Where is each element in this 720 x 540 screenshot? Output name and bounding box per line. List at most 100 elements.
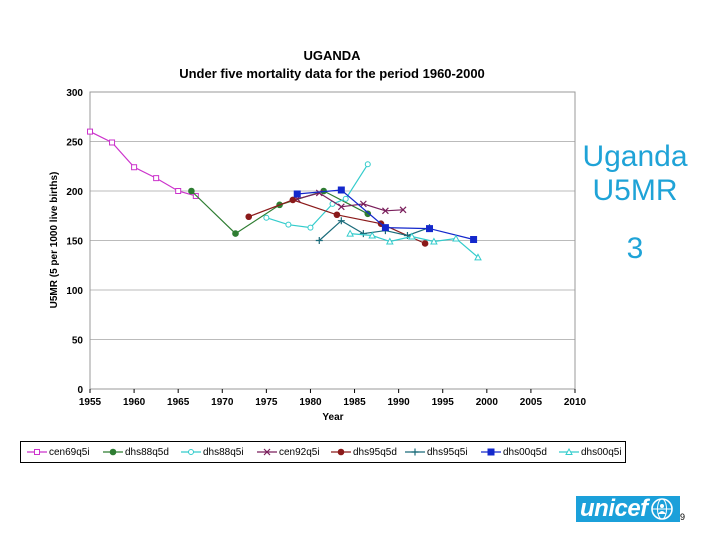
- data-point: [153, 175, 160, 182]
- legend-marker: [411, 448, 419, 456]
- series-dhs00q5i: [346, 229, 482, 261]
- legend-marker: [34, 449, 40, 455]
- x-tick-label: 2010: [564, 397, 587, 408]
- x-axis-label: Year: [322, 412, 343, 423]
- data-point: [385, 237, 394, 245]
- data-point: [131, 164, 138, 171]
- series-dhs88q5i: [263, 161, 371, 231]
- data-point: [430, 237, 438, 245]
- legend-item-dhs88q5i: dhs88q5i: [181, 445, 244, 459]
- legend-label: cen92q5i: [279, 446, 320, 458]
- legend-swatch: [181, 449, 201, 455]
- data-point: [337, 217, 345, 225]
- data-point: [346, 229, 354, 237]
- x-tick-label: 1980: [299, 397, 322, 408]
- x-tick-label: 1970: [211, 397, 234, 408]
- legend-label: dhs88q5d: [125, 446, 169, 458]
- series-line: [248, 199, 426, 245]
- data-point: [364, 161, 371, 168]
- series-line: [297, 192, 404, 212]
- series-layer: [87, 128, 482, 261]
- data-point: [109, 139, 116, 146]
- data-point: [337, 186, 345, 194]
- unicef-logo: unicef: [576, 495, 680, 522]
- axis-ticks: 0 50 100 150 200 250 300 1955 1960 1965 1970 1975 19…: [66, 88, 586, 408]
- legend-label: cen69q5i: [49, 446, 90, 458]
- legend-label: dhs00q5d: [503, 446, 547, 458]
- data-point: [245, 213, 253, 221]
- x-tick-label: 2005: [520, 397, 543, 408]
- series-dhs00q5d: [293, 186, 478, 244]
- series-dhs95q5i: [315, 217, 433, 244]
- y-tick-label: 200: [66, 187, 83, 198]
- y-tick-label: 250: [66, 138, 83, 149]
- data-point: [368, 231, 377, 239]
- legend-marker: [188, 449, 194, 455]
- x-tick-label: 1965: [167, 397, 190, 408]
- data-point: [381, 207, 389, 215]
- legend-swatch: [257, 448, 277, 456]
- data-point: [263, 214, 270, 221]
- y-tick-label: 50: [72, 336, 84, 347]
- y-tick-label: 150: [66, 237, 83, 248]
- legend-swatch: [103, 448, 123, 456]
- chart-title: UGANDA: [303, 48, 361, 63]
- x-tick-label: 1960: [123, 397, 146, 408]
- page-number: 9: [680, 512, 686, 522]
- legend-label: dhs95q5d: [353, 446, 397, 458]
- y-tick-label: 0: [77, 385, 83, 396]
- x-tick-label: 1955: [79, 397, 102, 408]
- plot-area: [89, 91, 576, 390]
- series-line: [190, 190, 369, 235]
- data-point: [333, 211, 341, 219]
- unicef-emblem-icon: [650, 498, 673, 520]
- series-line: [266, 163, 369, 229]
- legend-item-cen69q5i: cen69q5i: [27, 445, 90, 459]
- legend-marker: [109, 448, 117, 456]
- data-point: [399, 206, 407, 214]
- data-point: [175, 188, 182, 194]
- legend-item-dhs88q5d: dhs88q5d: [103, 445, 169, 459]
- data-point: [474, 253, 482, 261]
- y-tick-label: 100: [66, 286, 83, 297]
- legend-label: dhs88q5i: [203, 446, 244, 458]
- data-point: [470, 236, 478, 244]
- legend-marker: [337, 448, 345, 456]
- y-tick-label: 300: [66, 88, 83, 99]
- x-tick-label: 1990: [388, 397, 411, 408]
- data-point: [315, 237, 323, 244]
- chart-subtitle: Under five mortality data for the period…: [179, 66, 485, 81]
- data-point: [293, 190, 301, 198]
- data-point: [364, 210, 372, 218]
- legend: cen69q5i dhs88q5d dhs88q5i cen92q5i dhs95q5d…: [20, 441, 626, 463]
- x-tick-label: 1975: [255, 397, 278, 408]
- legend-swatch: [481, 448, 501, 456]
- data-point: [359, 230, 367, 238]
- x-tick-label: 1995: [432, 397, 455, 408]
- legend-item-dhs95q5i: dhs95q5i: [405, 445, 468, 459]
- x-tick-label: 2000: [476, 397, 499, 408]
- data-point: [359, 200, 367, 208]
- data-point: [381, 224, 389, 232]
- legend-marker: [565, 447, 573, 455]
- x-tick-label: 1985: [343, 397, 366, 408]
- legend-item-dhs00q5i: dhs00q5i: [559, 445, 622, 459]
- logo-text: unicef: [580, 495, 648, 522]
- chart: UGANDA Under five mortality data for the…: [49, 48, 587, 423]
- series-cen69q5i: [87, 128, 199, 199]
- series-cen92q5i: [293, 189, 407, 215]
- side-number: 3: [626, 232, 644, 265]
- side-title: Uganda U5MR: [582, 140, 688, 207]
- data-point: [87, 128, 93, 135]
- data-point: [307, 224, 314, 231]
- legend-marker: [263, 448, 271, 456]
- data-point: [289, 196, 297, 204]
- legend-item-dhs95q5d: dhs95q5d: [331, 445, 397, 459]
- legend-swatch: [331, 448, 351, 456]
- series-dhs88q5d: [188, 187, 372, 237]
- legend-marker: [487, 448, 495, 456]
- legend-swatch: [405, 448, 425, 456]
- legend-swatch: [559, 447, 579, 455]
- data-point: [232, 230, 239, 237]
- data-point: [342, 195, 349, 202]
